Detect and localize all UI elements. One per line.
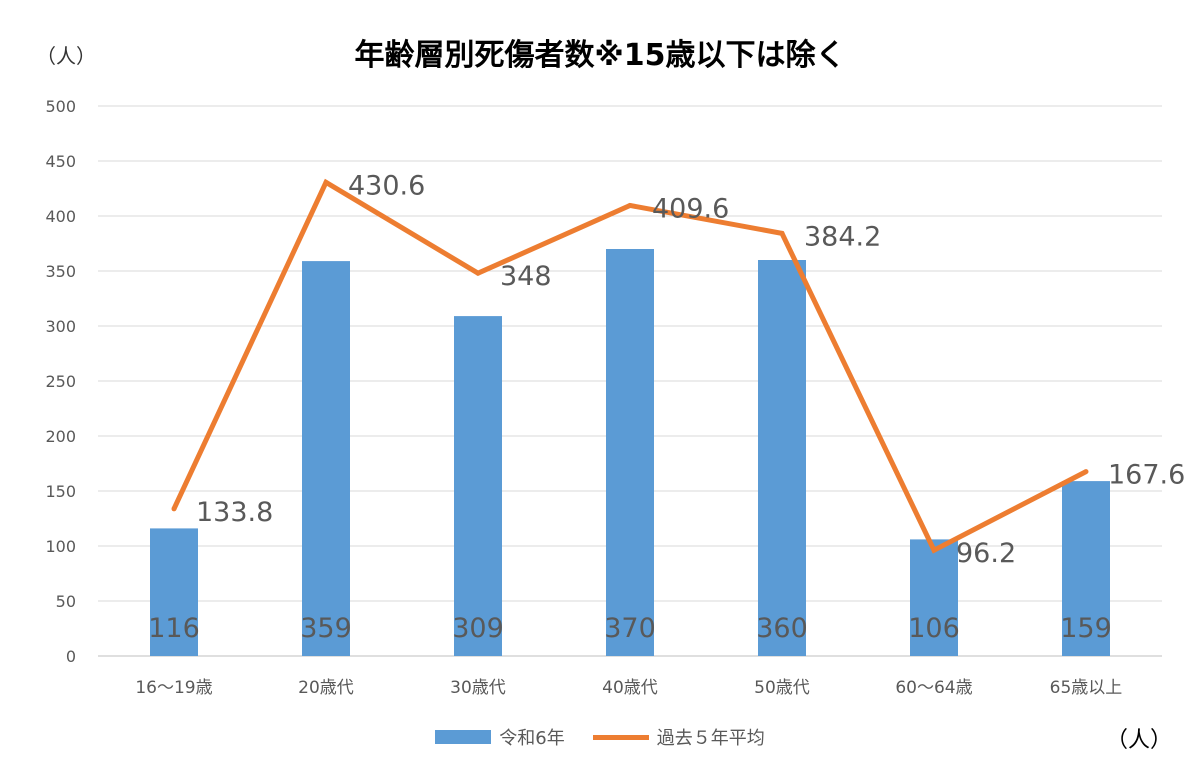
line-point (779, 230, 785, 236)
line-data-label: 384.2 (804, 221, 881, 252)
bar (454, 316, 502, 656)
line-data-label: 409.6 (652, 193, 729, 224)
bar-data-label: 370 (604, 613, 656, 644)
bar (150, 528, 198, 656)
line-point (323, 179, 329, 185)
bar-data-label: 309 (452, 613, 504, 644)
bar-data-label: 359 (300, 613, 352, 644)
legend-swatch-bar (435, 730, 492, 744)
unit-label-bottom: （人） (1106, 728, 1173, 753)
bar-data-label: 159 (1060, 613, 1112, 644)
bar-data-label: 360 (756, 613, 808, 644)
line-point (1083, 469, 1089, 475)
line-point (931, 547, 937, 553)
bar (606, 249, 654, 656)
x-tick-label: 40歳代 (602, 678, 658, 698)
y-tick-label: 350 (45, 262, 76, 281)
line-point (627, 202, 633, 208)
y-tick-label: 150 (45, 482, 76, 501)
bar (1062, 481, 1110, 656)
legend-item-bar: 令和6年 (435, 724, 565, 750)
y-tick-label: 300 (45, 317, 76, 336)
line-data-label: 96.2 (956, 538, 1016, 569)
x-tick-label: 60～64歳 (895, 678, 972, 698)
y-tick-label: 100 (45, 537, 76, 556)
y-axis-unit-label: （人） (36, 44, 96, 68)
y-tick-label: 250 (45, 372, 76, 391)
y-tick-label: 400 (45, 207, 76, 226)
x-tick-label: 16～19歳 (135, 678, 212, 698)
chart-title: 年齢層別死傷者数※15歳以下は除く (354, 38, 846, 73)
y-tick-label: 450 (45, 152, 76, 171)
line-point (171, 506, 177, 512)
bar-data-label: 106 (908, 613, 960, 644)
bar-data-label: 116 (148, 613, 200, 644)
line-data-label: 133.8 (196, 497, 273, 528)
legend-item-line: 過去５年平均 (592, 724, 765, 750)
line-data-label: 348 (500, 261, 552, 292)
y-tick-label: 50 (56, 592, 76, 611)
bar (302, 261, 350, 656)
legend-label-bar: 令和6年 (499, 728, 565, 749)
y-tick-label: 0 (66, 647, 76, 666)
x-tick-label: 20歳代 (298, 678, 354, 698)
line-point (475, 270, 481, 276)
bar (758, 260, 806, 656)
y-tick-label: 200 (45, 427, 76, 446)
x-tick-label: 50歳代 (754, 678, 810, 698)
x-tick-label: 65歳以上 (1050, 678, 1123, 698)
y-tick-label: 500 (45, 97, 76, 116)
legend-swatch-line (592, 734, 649, 740)
line-data-label: 430.6 (348, 170, 425, 201)
legend-label-line: 過去５年平均 (656, 728, 765, 749)
line-data-label: 167.6 (1108, 460, 1185, 491)
x-tick-label: 30歳代 (450, 678, 506, 698)
bar (910, 539, 958, 656)
legend: 令和6年 過去５年平均 (0, 724, 1200, 750)
